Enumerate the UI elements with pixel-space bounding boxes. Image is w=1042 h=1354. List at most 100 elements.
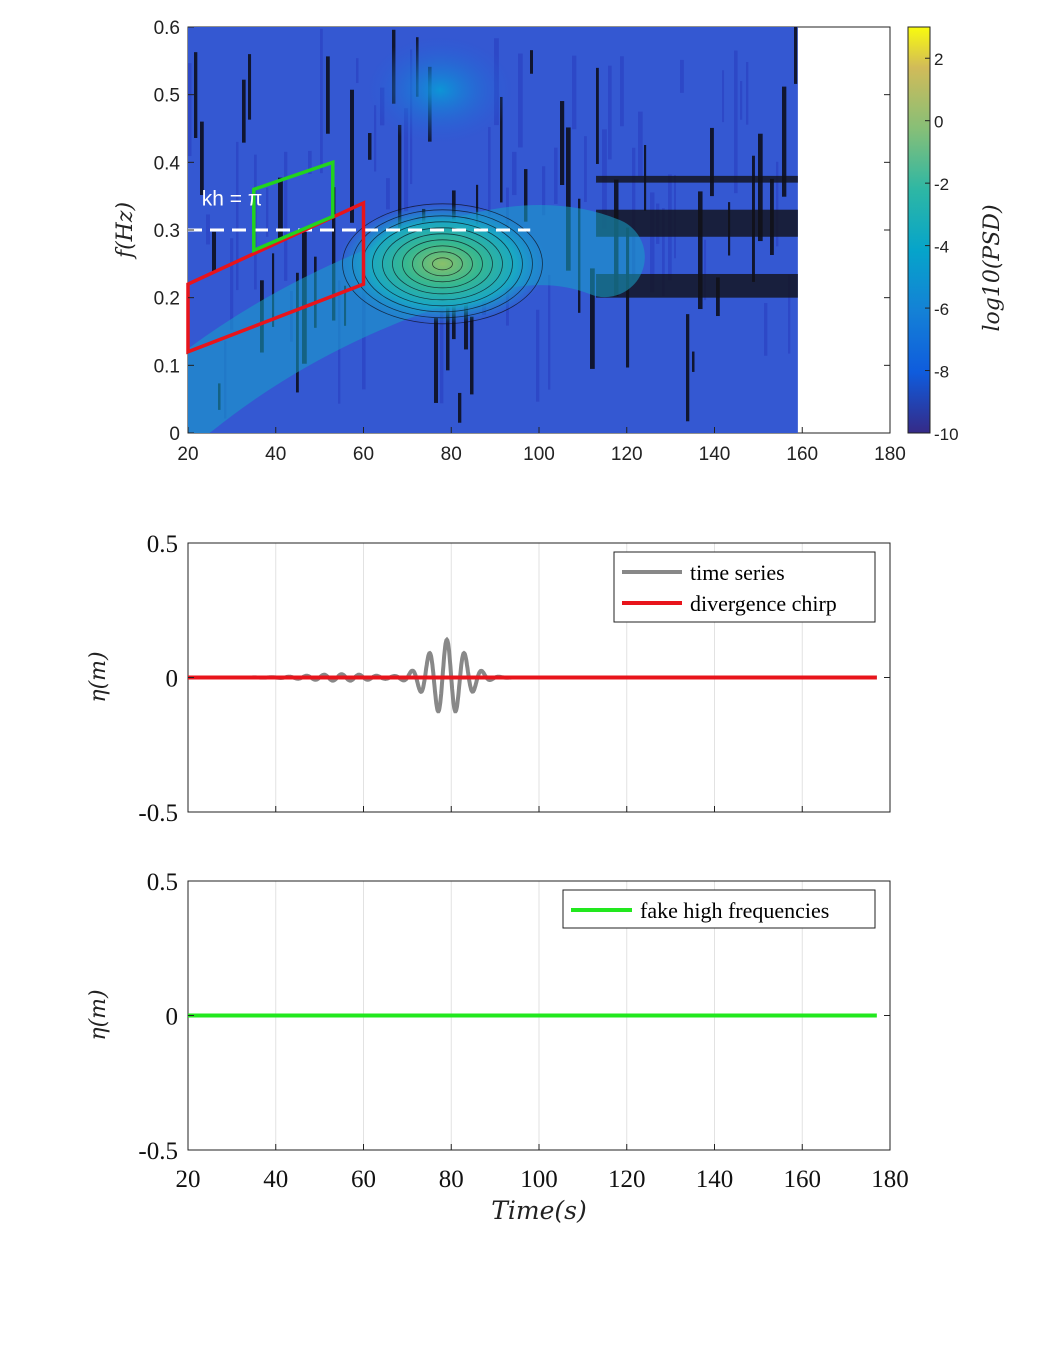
noise-band <box>596 273 798 298</box>
legend-label-time-series: time series <box>690 560 785 585</box>
noise-stripe <box>488 126 491 216</box>
noise-stripe <box>542 166 546 216</box>
noise-stripe <box>680 59 684 93</box>
noise-stripe <box>758 133 763 242</box>
noise-stripe <box>704 239 707 301</box>
noise-stripe <box>350 89 354 223</box>
noise-stripe <box>524 169 528 222</box>
fake-hf-x-label: Time(s) <box>491 1196 587 1225</box>
x-tick-label: 20 <box>177 444 198 465</box>
noise-stripe <box>230 238 234 330</box>
noise-stripe <box>782 86 787 197</box>
noise-stripe <box>236 141 239 291</box>
x-tick-label: 120 <box>608 1166 646 1193</box>
contour-ring <box>352 209 533 319</box>
noise-stripe <box>272 253 275 327</box>
spectrogram-panel: kh = π 20 40 60 80 100 120 140 160 180 0 0.1 0.2 0.… <box>113 18 906 465</box>
noise-stripe <box>584 136 587 203</box>
noise-stripe <box>200 121 204 196</box>
fake-hf-legend: fake high frequencies <box>562 889 876 929</box>
noise-stripe <box>248 54 252 120</box>
x-tick-label: 60 <box>353 444 374 465</box>
fake-hf-panel: 0.5 0 -0.5 20 40 60 80 100 120 140 160 180 η(m) Ti… <box>86 869 909 1225</box>
timeseries-x-tickmarks <box>187 806 891 812</box>
energy-peak-glow <box>337 203 548 324</box>
noise-stripe <box>284 151 288 281</box>
colorbar-tick-label: -4 <box>934 238 949 257</box>
y-tick-label: 0.3 <box>154 221 180 242</box>
timeseries-y-label: η(m) <box>86 651 111 702</box>
noise-stripe <box>500 96 503 203</box>
noise-stripe <box>398 124 402 241</box>
noise-stripe <box>776 161 779 247</box>
spectrogram-y-ticks: 0 0.1 0.2 0.3 0.4 0.5 0.6 <box>154 18 890 445</box>
colorbar-tick-label: -8 <box>934 363 949 382</box>
x-tick-label: 60 <box>351 1166 376 1193</box>
fake-hf-y-label: η(m) <box>86 989 111 1040</box>
noise-stripe <box>692 351 695 372</box>
noise-stripe <box>536 309 540 402</box>
contour-ring <box>412 245 473 283</box>
contour-ring <box>382 227 503 301</box>
y-tick-label: 0.2 <box>154 289 180 310</box>
y-tick-label: 0.1 <box>154 356 180 377</box>
noise-stripe <box>740 81 743 120</box>
legend-box <box>613 551 876 623</box>
y-tick-label: 0.6 <box>154 18 180 39</box>
noise-stripe <box>662 208 665 297</box>
noise-stripe <box>266 187 269 237</box>
noise-stripe <box>788 274 791 354</box>
noise-stripe <box>332 187 336 321</box>
noise-stripe <box>326 56 330 134</box>
x-tick-label: 180 <box>874 444 906 465</box>
noise-stripe <box>308 150 312 175</box>
y-tick-label: -0.5 <box>138 1138 178 1165</box>
x-tick-label: 80 <box>439 1166 464 1193</box>
noise-stripe <box>650 192 655 293</box>
x-tick-label: 20 <box>176 1166 201 1193</box>
noise-stripe <box>434 318 438 403</box>
noise-stripe <box>320 28 323 174</box>
colorbar-tick-label: -6 <box>934 300 949 319</box>
noise-stripe <box>512 151 517 196</box>
legend-label-fake-high-frequencies: fake high frequencies <box>640 898 829 923</box>
x-tick-label: 140 <box>699 444 731 465</box>
colorbar-tick-label: 0 <box>934 113 943 132</box>
noise-stripe <box>458 392 462 423</box>
noise-stripe <box>518 53 523 148</box>
contour-ring <box>422 251 463 277</box>
noise-band <box>596 175 798 183</box>
noise-stripe <box>698 191 703 310</box>
noise-stripe <box>638 111 643 177</box>
noise-stripe <box>764 303 768 356</box>
noise-stripe <box>404 108 409 212</box>
x-tick-label: 160 <box>786 444 818 465</box>
noise-stripe <box>554 147 558 204</box>
x-tick-label: 80 <box>441 444 462 465</box>
x-tick-label: 160 <box>784 1166 822 1193</box>
noise-stripe <box>722 70 725 123</box>
kh-annotation: kh = π <box>202 188 263 211</box>
noise-stripe <box>368 133 372 160</box>
colorbar-gradient <box>907 26 931 434</box>
upper-energy-blob <box>365 35 515 145</box>
noise-stripe <box>686 314 690 422</box>
noise-stripe <box>386 178 390 210</box>
contour-ring <box>402 239 483 289</box>
colorbar-tick-label: -2 <box>934 175 949 194</box>
noise-stripe <box>194 52 198 138</box>
noise-stripe <box>278 177 283 240</box>
noise-stripe <box>548 274 551 390</box>
contour-ring <box>372 221 513 307</box>
noise-stripe <box>440 257 444 404</box>
noise-stripe <box>572 55 577 130</box>
x-tick-label: 180 <box>871 1166 909 1193</box>
colorbar-tick-label: -10 <box>934 425 959 444</box>
x-tick-label: 100 <box>523 444 555 465</box>
colorbar-label: log10(PSD) <box>980 204 1005 331</box>
red-region <box>186 200 366 355</box>
noise-stripe <box>794 27 798 84</box>
timeseries-y-ticks: 0.5 0 -0.5 <box>138 531 890 827</box>
noise-stripe <box>530 50 533 74</box>
noise-stripe <box>212 231 217 273</box>
